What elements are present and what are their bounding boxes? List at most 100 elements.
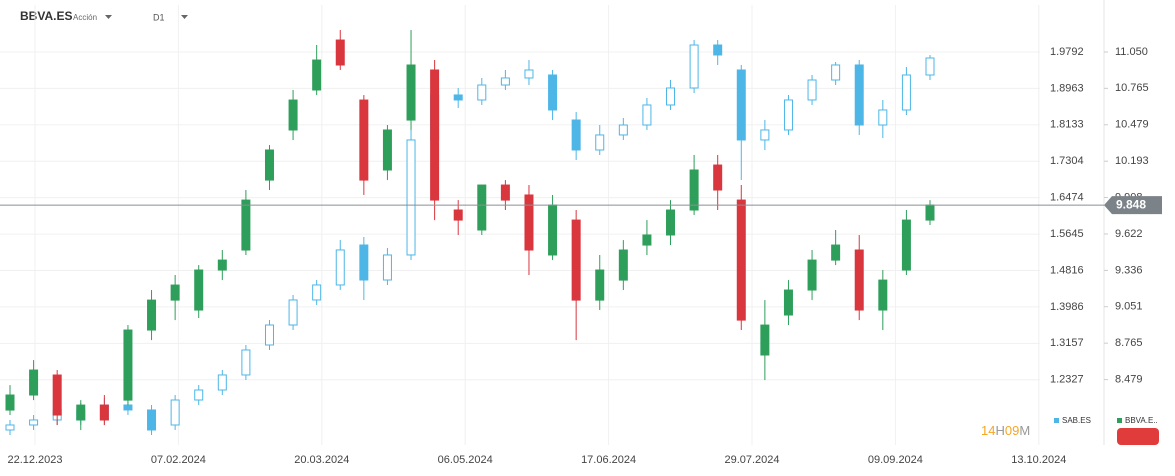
candle-body (618, 124, 628, 136)
candle-body (312, 284, 322, 301)
y2-tick-label: 10.479 (1115, 119, 1149, 131)
y2-tick-label: 8.765 (1115, 337, 1143, 349)
candle-body (500, 77, 510, 86)
last-price-tag (1104, 196, 1162, 215)
y-tick-label: 1.2327 (1050, 374, 1084, 386)
candle-body (99, 404, 109, 421)
timer-hours-unit: H (995, 423, 1004, 438)
candle-body (878, 279, 888, 311)
candle-body (453, 209, 463, 221)
candle-body (264, 149, 274, 181)
action-button[interactable] (1117, 428, 1159, 445)
candle-body (618, 249, 628, 281)
x-tick-label: 13.10.2024 (1011, 454, 1066, 466)
candle-body (382, 129, 392, 171)
y2-tick-label: 9.051 (1115, 301, 1143, 313)
x-tick-label: 17.06.2024 (581, 454, 636, 466)
y-tick-label: 1.4816 (1050, 264, 1084, 276)
candle-body (335, 39, 345, 66)
y-tick-label: 1.3986 (1050, 301, 1084, 313)
candle-body (548, 204, 558, 256)
candle-body (807, 79, 817, 101)
candle-body (548, 74, 558, 111)
candle-body (123, 329, 133, 401)
candle-body (359, 99, 369, 181)
y2-tick-label: 10.765 (1115, 82, 1149, 94)
candle-body (831, 64, 841, 81)
candle-body (288, 99, 298, 131)
candle-body (5, 424, 15, 431)
y2-tick-label: 11.050 (1115, 46, 1148, 58)
y-tick-label: 1.8963 (1050, 82, 1084, 94)
candle-body (760, 129, 770, 141)
candle-body (264, 324, 274, 346)
candle-body (760, 324, 770, 356)
candle-body (595, 134, 605, 151)
legend-swatch (1117, 418, 1122, 423)
candle-body (194, 269, 204, 311)
y-tick-label: 1.8133 (1050, 119, 1084, 131)
last-price-label: 9.848 (1116, 197, 1146, 211)
y2-tick-label: 8.479 (1115, 374, 1143, 386)
candle-body (217, 374, 227, 391)
candle-body (666, 87, 676, 106)
candle-body (382, 254, 392, 281)
x-tick-label: 07.02.2024 (151, 454, 206, 466)
candle-body (147, 299, 157, 331)
candle-body (595, 269, 605, 301)
candle-body (170, 284, 180, 301)
legend-swatch (1054, 418, 1059, 423)
candle-body (406, 139, 416, 256)
candle-body (831, 244, 841, 261)
y-tick-label: 1.7304 (1050, 155, 1084, 167)
candle-body (123, 404, 133, 411)
candle-body (689, 169, 699, 211)
candle-body (854, 64, 864, 126)
symbol: BBVA.ES (20, 9, 72, 23)
candle-body (500, 184, 510, 201)
x-tick-label: 20.03.2024 (294, 454, 349, 466)
dropdown-arrow[interactable] (105, 15, 112, 19)
candle-body (571, 219, 581, 301)
candle-body (453, 94, 463, 101)
candle-body (288, 299, 298, 326)
candle-body (666, 209, 676, 236)
candle-body (76, 404, 86, 421)
candle-body (29, 419, 39, 426)
timeframe[interactable]: D1 (153, 12, 165, 22)
candle-body (194, 389, 204, 401)
candle-body (807, 259, 817, 291)
y2-tick-label: 10.193 (1115, 155, 1149, 167)
candle-body (736, 69, 746, 141)
candle-body (642, 104, 652, 126)
candle-body (430, 69, 440, 201)
candle-body (854, 249, 864, 311)
candle-body (689, 44, 699, 89)
candle-body (52, 374, 62, 416)
x-tick-label: 22.12.2023 (7, 454, 62, 466)
candle-body (335, 249, 345, 286)
candle-body (170, 399, 180, 426)
y-tick-label: 1.3157 (1050, 337, 1084, 349)
y-tick-label: 1.5645 (1050, 228, 1084, 240)
x-tick-label: 06.05.2024 (438, 454, 493, 466)
y-tick-label: 1.9792 (1050, 46, 1084, 58)
candle-body (29, 369, 39, 396)
candle-body (783, 289, 793, 316)
candle-body (925, 57, 935, 76)
dropdown-arrow[interactable] (181, 15, 188, 19)
candle-body (642, 234, 652, 246)
x-tick-label: 29.07.2024 (724, 454, 779, 466)
candle-body (901, 74, 911, 111)
candle-body (783, 99, 793, 131)
y2-tick-label: 9.622 (1115, 228, 1143, 240)
candle-body (713, 44, 723, 56)
candle-body (713, 164, 723, 191)
y2-tick-label: 9.336 (1115, 264, 1143, 276)
candle-body (524, 194, 534, 251)
candle-body (736, 199, 746, 321)
candle-body (406, 64, 416, 121)
legend-label: BBVA.E.. (1125, 416, 1158, 425)
candle-body (241, 199, 251, 251)
